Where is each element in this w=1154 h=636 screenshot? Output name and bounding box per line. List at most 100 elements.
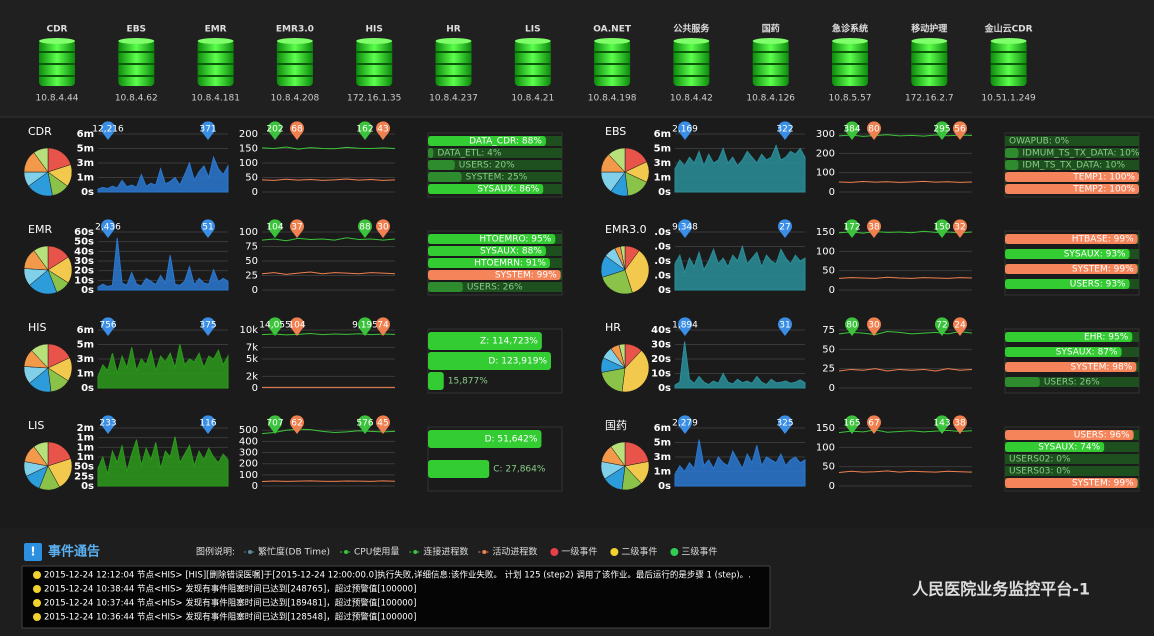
- area: [97, 436, 229, 487]
- y-tick-label: 150: [816, 227, 835, 238]
- bar-track: [1005, 454, 1139, 464]
- y-tick-label: 6m: [77, 325, 94, 336]
- y-tick-label: 0: [252, 285, 258, 296]
- bar-label: DATA_CDR: 88%: [469, 137, 542, 147]
- event-dot: [33, 599, 41, 607]
- bar-label: OWAPUB: 0%: [1009, 137, 1069, 147]
- pin: [845, 415, 859, 434]
- pin: [268, 121, 283, 140]
- pie-slice: [33, 245, 49, 271]
- server-ip: 10.8.4.237: [429, 94, 478, 104]
- y-tick-label: .0s: [654, 242, 671, 253]
- pin-label: 72: [936, 321, 947, 331]
- pin-label: 2,436: [95, 223, 121, 233]
- y-tick-label: 5m: [654, 144, 671, 155]
- bar-label: SYSAUX: 86%: [477, 185, 539, 195]
- pin-label: 45: [377, 419, 388, 429]
- pin-label: 80: [846, 321, 858, 331]
- line: [838, 134, 973, 137]
- line: [838, 180, 973, 183]
- panel-name: LIS: [28, 419, 44, 432]
- server-name: OA.NET: [593, 25, 632, 35]
- y-tick-label: 0: [252, 187, 258, 198]
- y-tick-label: 75: [822, 325, 835, 336]
- pin: [952, 317, 967, 336]
- bar-label: D: 51,642%: [485, 435, 538, 445]
- event-dot: [33, 571, 41, 579]
- server-name: 急诊系统: [832, 23, 868, 35]
- area: [674, 341, 806, 389]
- bar-track: [428, 148, 562, 158]
- pin-label: 2,279: [672, 419, 698, 429]
- bar-track: [1005, 136, 1139, 146]
- bar: [428, 352, 552, 370]
- bar-label: SYSAUX: 87%: [1056, 348, 1118, 358]
- pie-slice: [601, 269, 633, 295]
- pie-slice: [33, 147, 49, 173]
- y-tick-label: 0s: [81, 383, 94, 394]
- y-tick-label: 25s: [74, 471, 94, 482]
- y-tick-label: 100: [239, 470, 258, 481]
- pin: [778, 317, 793, 336]
- pin-label: 56: [954, 125, 966, 135]
- y-tick-label: 10s: [74, 275, 94, 286]
- server-icon-top: [832, 38, 868, 44]
- bar: [428, 136, 546, 146]
- pin: [866, 317, 881, 336]
- pin-label: 12,216: [92, 125, 124, 135]
- y-tick-label: 3m: [77, 158, 94, 169]
- pin-label: 9,195: [352, 321, 378, 331]
- bar-track: [1005, 466, 1139, 476]
- pin: [358, 121, 373, 140]
- event-dot: [33, 585, 41, 593]
- pin: [268, 219, 282, 238]
- pin-label: 172: [843, 223, 860, 233]
- pin-label: 756: [99, 321, 116, 331]
- pin-label: 322: [776, 125, 793, 135]
- pin-label: 233: [99, 419, 116, 429]
- y-tick-label: 100: [239, 227, 258, 238]
- bar: [428, 430, 542, 448]
- pin: [358, 415, 373, 434]
- y-tick-label: 0s: [658, 383, 671, 394]
- y-tick-label: 200: [816, 148, 835, 159]
- line: [838, 331, 973, 336]
- pin-label: 295: [933, 125, 950, 135]
- y-tick-label: 0: [829, 383, 835, 394]
- pin: [290, 121, 304, 140]
- y-tick-label: 75: [245, 242, 258, 253]
- platform-title: 人民医院业务监控平台-1: [912, 580, 1090, 599]
- pin: [678, 219, 693, 238]
- pin: [935, 415, 949, 434]
- pin-label: 32: [954, 223, 965, 233]
- y-tick-label: 1m: [77, 369, 94, 380]
- y-tick-label: 60s: [74, 227, 94, 238]
- bar-label: D: 123,919%: [488, 357, 547, 367]
- server-ip: 10.8.4.181: [191, 94, 240, 104]
- y-tick-label: 150: [239, 144, 258, 155]
- pie-slice: [610, 441, 626, 467]
- bar: [1005, 377, 1040, 387]
- pin-label: 38: [868, 223, 880, 233]
- line: [838, 368, 973, 372]
- y-tick-label: 200: [239, 459, 258, 470]
- line: [261, 428, 396, 435]
- bar-label: SYSAUX: 88%: [480, 247, 542, 257]
- server-icon-top: [276, 38, 313, 44]
- bar-label: C: 27,864%: [493, 465, 546, 475]
- line: [838, 470, 973, 473]
- pin-label: 51: [202, 223, 213, 233]
- bar: [1005, 478, 1138, 488]
- pie-slice: [624, 250, 650, 294]
- y-tick-label: 50: [822, 462, 835, 473]
- line: [261, 178, 396, 181]
- y-tick-label: 0: [252, 383, 258, 394]
- server-ip: 10.8.4.42: [670, 94, 713, 104]
- pin-label: 9,348: [672, 223, 698, 233]
- pin: [778, 121, 792, 140]
- event-box: [21, 565, 771, 629]
- server-icon-top: [990, 38, 1027, 44]
- pie-slice: [33, 441, 49, 467]
- pin-label: 30: [868, 321, 880, 331]
